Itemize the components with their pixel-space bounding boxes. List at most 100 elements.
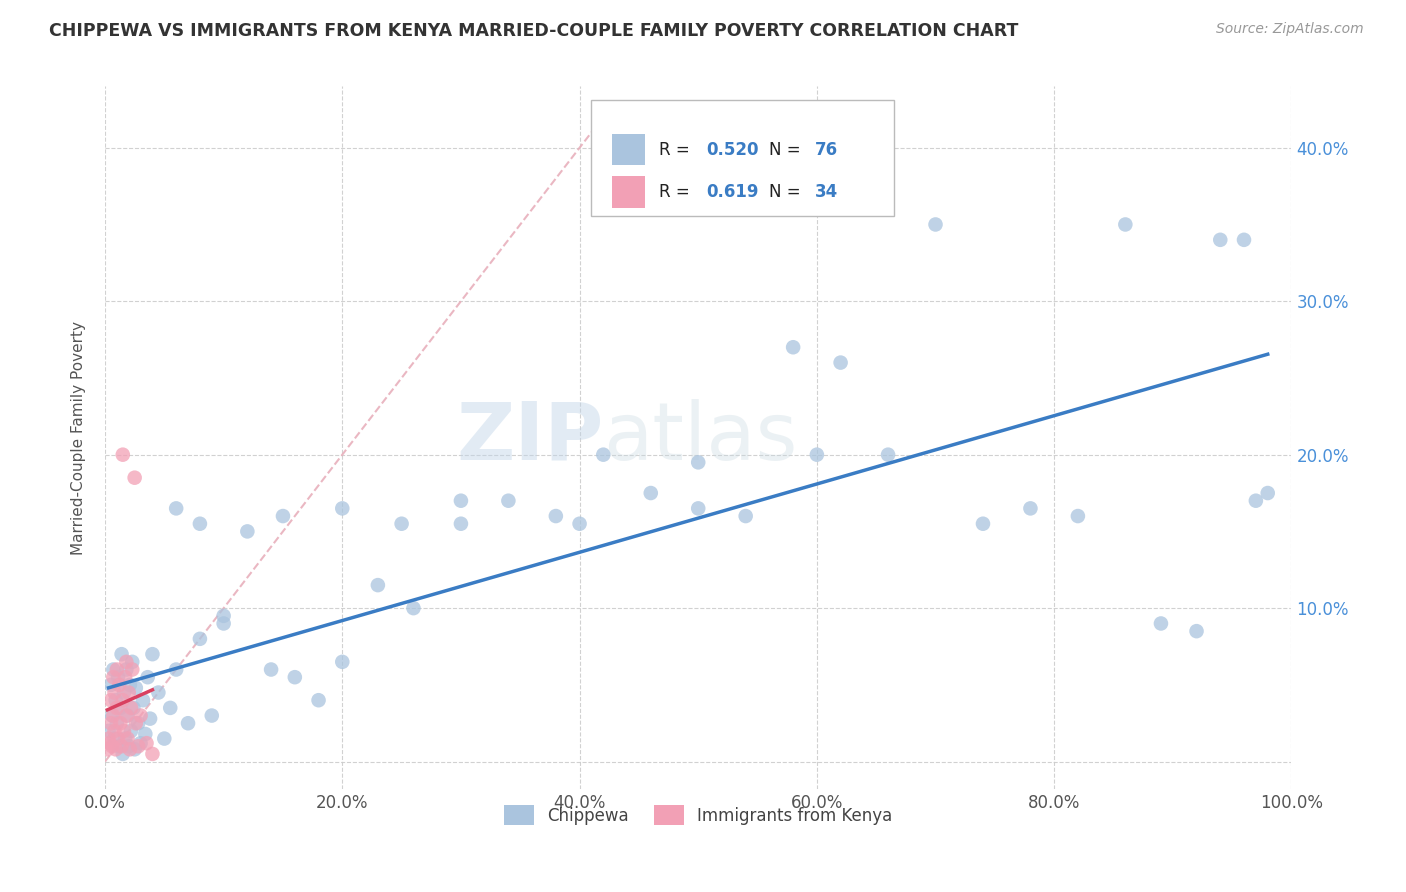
Point [153, 731, 176, 746]
Point [118, 685, 141, 699]
Point [782, 340, 804, 354]
Point [877, 448, 900, 462]
Point [118, 739, 141, 754]
Point [1114, 218, 1136, 232]
Point [112, 723, 135, 738]
Text: atlas: atlas [603, 399, 797, 477]
Point [111, 693, 134, 707]
Point [97, 723, 120, 738]
Point [402, 601, 425, 615]
Point [104, 742, 127, 756]
Point [105, 663, 128, 677]
Point [120, 723, 142, 738]
Text: R =: R = [659, 183, 695, 201]
Point [830, 355, 852, 369]
Point [260, 663, 283, 677]
Point [103, 670, 125, 684]
Point [100, 678, 122, 692]
Point [107, 670, 129, 684]
Point [450, 516, 472, 531]
Point [127, 739, 149, 754]
Point [136, 670, 159, 684]
Point [105, 716, 128, 731]
Text: R =: R = [659, 141, 695, 159]
Point [236, 524, 259, 539]
Point [148, 685, 170, 699]
Point [127, 716, 149, 731]
Point [391, 516, 413, 531]
Point [308, 693, 330, 707]
Point [212, 608, 235, 623]
Point [141, 647, 163, 661]
FancyBboxPatch shape [612, 134, 645, 165]
Point [110, 716, 132, 731]
Point [117, 708, 139, 723]
Point [139, 712, 162, 726]
Point [114, 670, 136, 684]
Point [201, 708, 224, 723]
Point [103, 663, 125, 677]
Point [592, 448, 614, 462]
Point [118, 742, 141, 756]
Point [117, 731, 139, 746]
Point [107, 731, 129, 746]
Point [103, 685, 125, 699]
Point [108, 678, 131, 692]
Point [115, 655, 138, 669]
Point [97, 731, 120, 746]
Point [544, 509, 567, 524]
Point [271, 509, 294, 524]
Point [125, 681, 148, 695]
Point [104, 693, 127, 707]
Point [1067, 509, 1090, 524]
Point [972, 516, 994, 531]
Point [1185, 624, 1208, 639]
Point [100, 716, 122, 731]
Y-axis label: Married-Couple Family Poverty: Married-Couple Family Poverty [72, 321, 86, 555]
Point [114, 731, 136, 746]
Text: ZIP: ZIP [456, 399, 603, 477]
Point [330, 501, 353, 516]
Point [1209, 233, 1232, 247]
Point [1233, 233, 1256, 247]
Point [118, 678, 141, 692]
Point [115, 663, 138, 677]
FancyBboxPatch shape [592, 101, 894, 217]
Point [688, 455, 710, 469]
Point [212, 616, 235, 631]
Point [165, 501, 187, 516]
Text: N =: N = [769, 141, 806, 159]
Point [188, 632, 211, 646]
Point [101, 739, 124, 754]
Point [1150, 616, 1173, 631]
Point [103, 708, 125, 723]
Point [1244, 493, 1267, 508]
Point [124, 471, 146, 485]
Text: 0.619: 0.619 [707, 183, 759, 201]
Point [121, 663, 143, 677]
Point [498, 493, 520, 508]
Point [367, 578, 389, 592]
Point [129, 708, 152, 723]
Point [924, 218, 946, 232]
Text: 0.520: 0.520 [707, 141, 759, 159]
Point [1019, 501, 1042, 516]
Point [110, 701, 132, 715]
Point [121, 655, 143, 669]
Point [96, 742, 118, 756]
Point [110, 647, 132, 661]
Point [568, 516, 591, 531]
Point [103, 731, 125, 746]
Point [129, 736, 152, 750]
Text: 76: 76 [814, 141, 838, 159]
Legend: Chippewa, Immigrants from Kenya: Chippewa, Immigrants from Kenya [496, 797, 901, 834]
Point [734, 509, 756, 524]
Point [640, 486, 662, 500]
Point [103, 723, 125, 738]
Point [122, 701, 145, 715]
Point [284, 670, 307, 684]
Point [177, 716, 200, 731]
Point [141, 747, 163, 761]
Point [132, 693, 155, 707]
Point [101, 708, 124, 723]
